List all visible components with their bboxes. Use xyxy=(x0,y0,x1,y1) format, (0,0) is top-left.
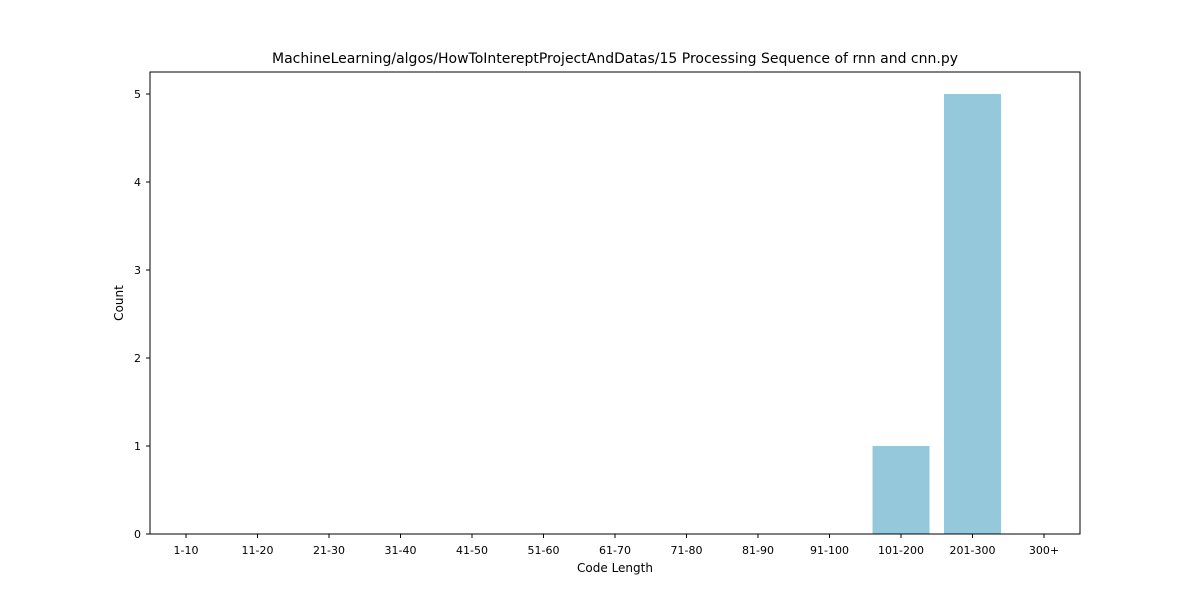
x-tick-label: 11-20 xyxy=(242,544,274,557)
x-tick-label: 300+ xyxy=(1029,544,1059,557)
y-axis: 0 1 2 3 4 5 xyxy=(134,88,150,541)
y-tick-label: 5 xyxy=(134,88,141,101)
plot-area-frame xyxy=(149,71,1081,535)
x-tick-label: 91-100 xyxy=(810,544,849,557)
x-tick-label: 1-10 xyxy=(174,544,199,557)
x-tick-label: 81-90 xyxy=(742,544,774,557)
x-axis: 1-10 11-20 21-30 31-40 41-50 51-60 61-70 71-80 8… xyxy=(174,534,1059,557)
x-tick-label: 71-80 xyxy=(671,544,703,557)
bar-101-200 xyxy=(872,446,930,534)
chart-title: MachineLearning/algos/HowToIntereptProje… xyxy=(272,51,958,67)
bars-group xyxy=(872,94,1001,534)
y-axis-label: Count xyxy=(112,285,126,321)
bar-201-300 xyxy=(944,94,1001,534)
x-tick-label: 101-200 xyxy=(878,544,924,557)
x-tick-label: 61-70 xyxy=(599,544,631,557)
x-tick-label: 41-50 xyxy=(456,544,488,557)
x-tick-label: 201-300 xyxy=(950,544,996,557)
y-tick-label: 4 xyxy=(134,176,141,189)
y-tick-label: 0 xyxy=(134,528,141,541)
x-tick-label: 21-30 xyxy=(313,544,345,557)
y-tick-label: 1 xyxy=(134,440,141,453)
y-tick-label: 3 xyxy=(134,264,141,277)
x-tick-label: 31-40 xyxy=(385,544,417,557)
y-tick-label: 2 xyxy=(134,352,141,365)
x-axis-label: Code Length xyxy=(577,561,653,575)
x-tick-label: 51-60 xyxy=(528,544,560,557)
